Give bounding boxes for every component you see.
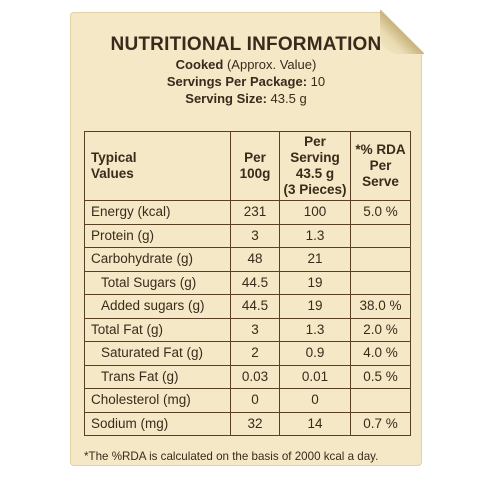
rda-value: [350, 388, 411, 413]
per-serving-value: 1.3: [279, 223, 351, 248]
per-100g-value: 2: [230, 341, 280, 366]
nutrient-name: Energy (kcal): [84, 200, 231, 225]
per-100g-value: 44.5: [230, 270, 280, 295]
per-serving-value: 14: [279, 411, 351, 436]
rda-value: 5.0 %: [350, 200, 411, 225]
header-text: Per Serving: [290, 134, 340, 165]
per-100g-value: 231: [230, 200, 280, 225]
nutrient-name: Carbohydrate (g): [84, 247, 231, 272]
per-serving-value: 0.9: [279, 341, 351, 366]
servings-value: 10: [310, 74, 326, 89]
table-row: Saturated Fat (g) 2 0.9 4.0 %: [84, 341, 411, 366]
nutrient-name: Total Fat (g): [84, 317, 231, 342]
per-serving-value: 0: [279, 388, 351, 413]
table-row: Total Sugars (g) 44.5 19: [84, 270, 411, 295]
per-100g-value: 32: [230, 411, 280, 436]
nutrition-table-wrap: Typical Values Per 100g Per Serving 43.5…: [84, 131, 411, 436]
nutrient-name: Sodium (mg): [84, 411, 231, 436]
per-serving-value: 0.01: [279, 364, 351, 389]
table-row: Sodium (mg) 32 14 0.7 %: [84, 411, 411, 436]
nutrient-name: Total Sugars (g): [84, 270, 231, 295]
rda-value: 2.0 %: [350, 317, 411, 342]
rda-value: 4.0 %: [350, 341, 411, 366]
header-text: 100g: [239, 166, 271, 181]
header-per-serving: Per Serving 43.5 g (3 Pieces): [279, 131, 351, 201]
nutrient-name: Added sugars (g): [84, 294, 231, 319]
cooked-line: Cooked (Approx. Value): [70, 56, 422, 73]
page-curl-decoration: [380, 10, 424, 54]
header-text: Per Serve: [362, 158, 399, 189]
servings-label: Servings Per Package:: [166, 74, 308, 89]
label-title: NUTRITIONAL INFORMATION: [110, 34, 382, 55]
table-row: Protein (g) 3 1.3: [84, 223, 411, 248]
rda-value: [350, 223, 411, 248]
rda-value: 0.7 %: [350, 411, 411, 436]
table-row: Energy (kcal) 231 100 5.0 %: [84, 200, 411, 225]
per-serving-value: 21: [279, 247, 351, 272]
table-row: Total Fat (g) 3 1.3 2.0 %: [84, 317, 411, 342]
nutrition-label: NUTRITIONAL INFORMATION Cooked (Approx. …: [70, 10, 424, 466]
header-text: Typical: [91, 150, 137, 165]
rda-value: [350, 270, 411, 295]
serving-size-line: Serving Size: 43.5 g: [70, 90, 422, 107]
nutrient-name: Trans Fat (g): [84, 364, 231, 389]
table-row: Carbohydrate (g) 48 21: [84, 247, 411, 272]
header-rda: *% RDA Per Serve: [350, 131, 411, 201]
per-serving-value: 100: [279, 200, 351, 225]
nutrition-table: Typical Values Per 100g Per Serving 43.5…: [84, 131, 411, 436]
label-header: NUTRITIONAL INFORMATION Cooked (Approx. …: [70, 34, 422, 107]
table-row: Added sugars (g) 44.5 19 38.0 %: [84, 294, 411, 319]
per-100g-value: 3: [230, 223, 280, 248]
per-100g-value: 0: [230, 388, 280, 413]
rda-value: 38.0 %: [350, 294, 411, 319]
nutrient-name: Saturated Fat (g): [84, 341, 231, 366]
serving-size-label: Serving Size:: [185, 91, 267, 106]
cooked-note: (Approx. Value): [226, 57, 317, 72]
rda-value: 0.5 %: [350, 364, 411, 389]
nutrient-name: Cholesterol (mg): [84, 388, 231, 413]
per-100g-value: 44.5: [230, 294, 280, 319]
per-100g-value: 3: [230, 317, 280, 342]
table-row: Cholesterol (mg) 0 0: [84, 388, 411, 413]
cooked-label: Cooked: [175, 57, 224, 72]
table-header-row: Typical Values Per 100g Per Serving 43.5…: [84, 131, 411, 201]
per-100g-value: 0.03: [230, 364, 280, 389]
servings-line: Servings Per Package: 10: [70, 73, 422, 90]
table-row: Trans Fat (g) 0.03 0.01 0.5 %: [84, 364, 411, 389]
rda-value: [350, 247, 411, 272]
footnote: *The %RDA is calculated on the basis of …: [84, 450, 379, 463]
nutrient-name: Protein (g): [84, 223, 231, 248]
header-text: Per: [244, 150, 266, 165]
per-serving-value: 19: [279, 294, 351, 319]
serving-size-value: 43.5 g: [270, 91, 307, 106]
header-text: 43.5 g: [295, 166, 335, 181]
per-100g-value: 48: [230, 247, 280, 272]
header-text: Values: [91, 166, 134, 181]
per-serving-value: 19: [279, 270, 351, 295]
per-serving-value: 1.3: [279, 317, 351, 342]
header-typical-values: Typical Values: [84, 131, 231, 201]
header-per-100g: Per 100g: [230, 131, 280, 201]
header-text: (3 Pieces): [283, 182, 347, 197]
header-text: *% RDA: [355, 142, 406, 157]
